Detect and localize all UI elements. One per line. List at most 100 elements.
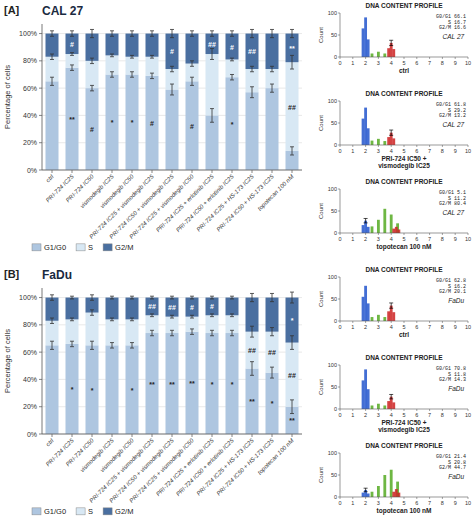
histogram-bar [377, 139, 380, 145]
error-cap [50, 341, 54, 342]
error-cap [50, 349, 54, 350]
histogram-bar [397, 229, 400, 233]
cell-line-label: CAL 27 [443, 209, 465, 216]
x-tick-label: 7 [428, 412, 431, 418]
error-cap [210, 296, 214, 297]
dna-profile-panel: DNA CONTENT PROFILE050100012345678910Cou… [318, 354, 471, 434]
y-tick [39, 60, 42, 61]
y-tick-label: 60% [23, 85, 37, 92]
text-line: G2/M 80.4 [439, 201, 466, 207]
x-tick-label: vismodegib IC25 [79, 437, 115, 473]
panel-title: FaDu [42, 268, 72, 282]
plot-area [362, 470, 401, 497]
error-cap [70, 55, 74, 56]
significance-label: # [170, 48, 174, 55]
error-stem [252, 362, 253, 376]
bar-segment [106, 34, 119, 56]
error-cap [110, 56, 114, 57]
error-stem [292, 29, 293, 37]
error-stem [92, 341, 93, 349]
x-tick-label: 7 [428, 500, 431, 506]
error-bar [190, 61, 194, 66]
histogram-bar [383, 405, 386, 409]
y-tick [39, 115, 42, 116]
error-cap [250, 337, 254, 338]
error-cap [170, 296, 174, 297]
error-stem [252, 326, 253, 337]
x-tick-label: 3 [377, 412, 380, 418]
error-cap [210, 108, 214, 109]
error-cap [110, 77, 114, 78]
x-tick-label: 2 [364, 148, 367, 154]
bar-segment [206, 115, 219, 170]
histogram-bar [383, 317, 386, 321]
error-cap [230, 58, 234, 59]
significance-label: ## [288, 104, 296, 111]
significance-label: # [210, 303, 214, 310]
error-stem [212, 330, 213, 335]
error-cap [250, 326, 254, 327]
x-tick-label: 6 [415, 324, 418, 330]
error-bar [190, 296, 194, 299]
histogram-bar [364, 286, 367, 321]
stacked-bar-panel: [A]CAL 270%20%40%60%80%100%Percentage of… [3, 4, 302, 252]
bar-segment [226, 298, 239, 316]
bar-segment [166, 317, 179, 333]
error-bar [270, 66, 274, 71]
error-bar [290, 147, 294, 155]
error-stem [172, 315, 173, 318]
y-axis-line [340, 101, 341, 145]
bar-segment [186, 34, 199, 64]
error-cap [170, 298, 174, 299]
error-bar [170, 296, 174, 299]
x-tick [192, 170, 193, 173]
text-line: G2/M 20.1 [439, 289, 466, 295]
error-cap [290, 154, 294, 155]
error-stem [112, 31, 113, 36]
x-tick-label: 4 [390, 60, 393, 66]
x-tick-label: 3 [377, 324, 380, 330]
bar-segment [226, 77, 239, 170]
x-tick [212, 434, 213, 437]
bar-segment [126, 74, 139, 170]
error-bar [110, 318, 114, 321]
error-cap [130, 58, 134, 59]
text-line: G2/M 13.2 [439, 113, 466, 119]
y-tick [39, 33, 42, 34]
error-stem [92, 310, 93, 315]
error-bar [250, 29, 254, 37]
histogram-bar [362, 225, 365, 233]
histogram-bar [395, 227, 398, 233]
bar-segment [246, 369, 259, 434]
y-tick-label: 60% [23, 349, 37, 356]
stats-text: G0/G1 62.8S 16.2G2/M 20.1 [436, 278, 466, 295]
x-tick [92, 170, 93, 173]
error-cap [150, 298, 154, 299]
y-tick-label: 0% [27, 167, 37, 174]
dna-profile-panel: DNA CONTENT PROFILE050100012345678910Cou… [318, 90, 471, 170]
error-bar [170, 29, 174, 37]
error-bar [50, 31, 54, 36]
bar-segment [66, 344, 79, 434]
error-stem [391, 394, 392, 398]
error-cap [170, 330, 174, 331]
error-stem [52, 54, 53, 59]
error-stem [232, 31, 233, 36]
error-cap [70, 36, 74, 37]
bar-segment [46, 81, 59, 170]
x-tick [112, 170, 113, 173]
x-tick [112, 434, 113, 437]
bar-segment [146, 298, 159, 316]
error-bar [230, 296, 234, 299]
panel-title: DNA CONTENT PROFILE [365, 266, 443, 273]
bar-segment [46, 34, 59, 57]
error-bar [90, 29, 94, 37]
error-cap [270, 92, 274, 93]
error-cap [90, 349, 94, 350]
error-cap [230, 335, 234, 336]
x-tick [152, 434, 153, 437]
significance-label: ** [149, 381, 155, 388]
bar-segment [106, 319, 119, 345]
error-cap [130, 77, 134, 78]
error-stem [212, 109, 213, 123]
